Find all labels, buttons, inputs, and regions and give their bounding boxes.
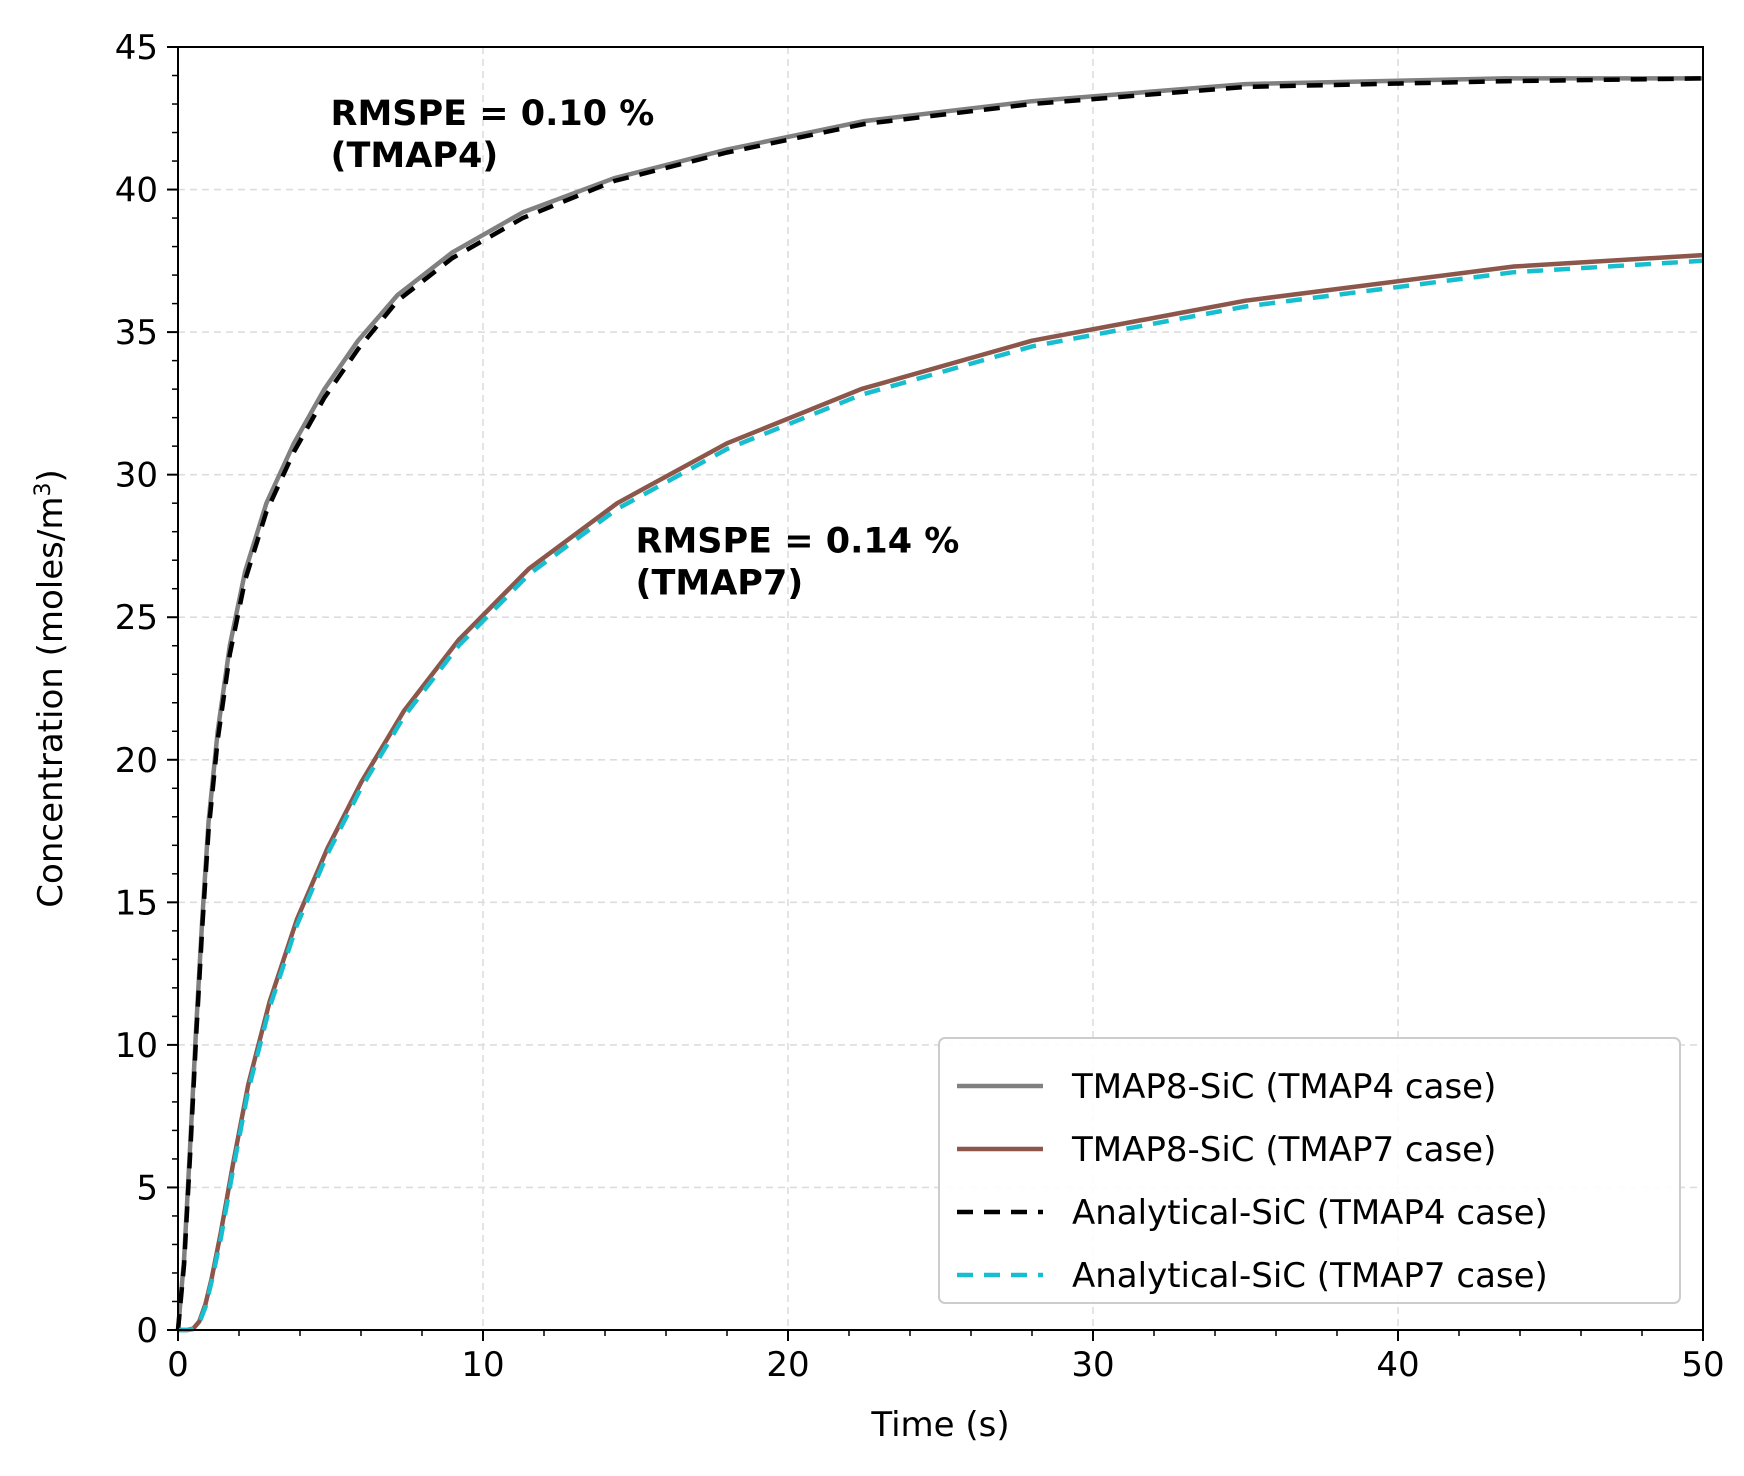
annotation-line: (TMAP7) [636, 563, 804, 603]
annotation-rmspe-tmap7: RMSPE = 0.14 % (TMAP7) [636, 521, 960, 603]
annotation-line: RMSPE = 0.10 % [331, 94, 655, 134]
series-line-3 [175, 76, 1704, 1331]
series-lines [175, 76, 1704, 1333]
x-tick-label: 30 [1071, 1345, 1114, 1385]
x-tick-label: 0 [167, 1345, 189, 1385]
legend-label: Analytical-SiC (TMAP4 case) [1072, 1193, 1548, 1233]
y-tick-label: 15 [115, 883, 158, 923]
legend-box [938, 1037, 1681, 1304]
plot-frame [177, 46, 1704, 1331]
legend-label: Analytical-SiC (TMAP7 case) [1072, 1256, 1548, 1296]
legend: TMAP8-SiC (TMAP4 case) TMAP8-SiC (TMAP7 c… [938, 1037, 1681, 1304]
y-axis-title-main: Concentration (moles/m [31, 497, 71, 908]
axis-ticks: 0 10 20 30 40 50 0 5 10 15 20 25 30 35 40 45 [115, 28, 1725, 1385]
annotation-rmspe-tmap4: RMSPE = 0.10 % (TMAP4) [331, 94, 655, 176]
x-tick-label: 40 [1376, 1345, 1419, 1385]
y-tick-label: 25 [115, 598, 158, 638]
y-tick-label: 5 [136, 1168, 158, 1208]
y-tick-label: 20 [115, 741, 158, 781]
x-axis-title: Time (s) [870, 1405, 1009, 1445]
annotation-line: RMSPE = 0.14 % [636, 521, 960, 561]
y-axis-title-close: ) [31, 469, 71, 482]
x-tick-label: 50 [1681, 1345, 1724, 1385]
legend-label: TMAP8-SiC (TMAP4 case) [1071, 1067, 1496, 1107]
y-axis-title: Concentration (moles/m3) [31, 469, 72, 907]
legend-label: TMAP8-SiC (TMAP7 case) [1071, 1130, 1496, 1170]
annotation-line: (TMAP4) [331, 136, 499, 176]
series-line-4 [178, 258, 1704, 1333]
y-tick-label: 45 [115, 28, 158, 68]
y-axis-title-superscript: 3 [31, 483, 56, 497]
x-tick-label: 10 [461, 1345, 504, 1385]
y-tick-label: 35 [115, 313, 158, 353]
y-tick-label: 30 [115, 456, 158, 496]
y-tick-label: 10 [115, 1026, 158, 1066]
x-tick-label: 20 [766, 1345, 809, 1385]
y-tick-label: 40 [115, 171, 158, 211]
y-tick-label: 0 [136, 1311, 158, 1351]
